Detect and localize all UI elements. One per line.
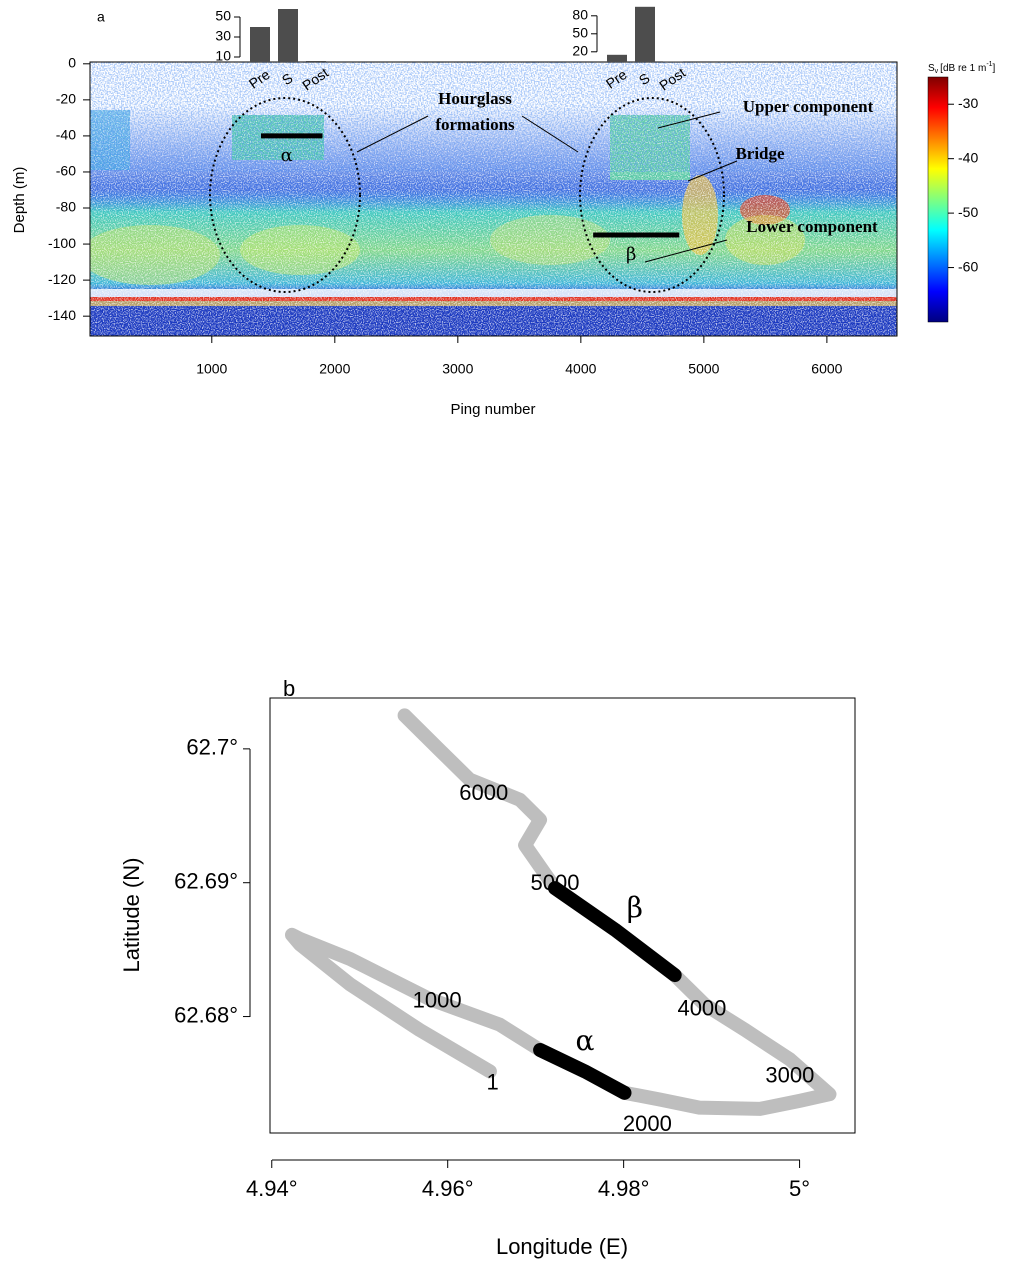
ping-label: 1: [486, 1069, 498, 1094]
colorbar-unit: [dB re 1 m: [940, 63, 986, 74]
bar: [278, 9, 298, 62]
y-tick-label: 10: [215, 48, 231, 64]
colorbar-symbol: S: [928, 63, 935, 74]
y-tick-label: 62.7°: [186, 735, 238, 760]
y-tick-label: 62.69°: [174, 869, 238, 894]
colorbar: [927, 76, 949, 323]
ping-label: 2000: [623, 1111, 672, 1136]
colorbar-sub: v: [935, 68, 939, 75]
y-axis-title: Depth (m): [11, 167, 28, 234]
x-tick-label: 4.96°: [422, 1176, 474, 1201]
annotation: Upper component: [743, 97, 874, 116]
bar: [607, 54, 627, 62]
ping-label: 3000: [765, 1063, 814, 1088]
segment-label: β: [626, 244, 636, 265]
bar: [250, 27, 270, 62]
y-axis-title: Latitude (N): [119, 858, 144, 973]
y-tick-label: 30: [215, 28, 231, 44]
annotation: Bridge: [735, 144, 785, 163]
colorbar-end: ]: [993, 63, 996, 74]
x-tick-label: 1000: [196, 361, 227, 377]
segment-label: α: [575, 1024, 594, 1057]
annotation: Lower component: [746, 217, 878, 236]
track: [533, 1043, 632, 1100]
colorbar-tick-label: -40: [958, 149, 978, 165]
y-tick-label: 50: [572, 25, 588, 41]
plot-frame: [89, 61, 898, 337]
ping-label: 4000: [677, 996, 726, 1021]
bar: [306, 61, 326, 62]
panel-label: b: [283, 676, 295, 701]
colorbar-sup: -1: [986, 61, 992, 68]
track: [285, 708, 837, 1116]
y-tick-label: -60: [56, 163, 76, 179]
x-tick-label: 2000: [319, 361, 350, 377]
ellipse: [209, 97, 361, 293]
y-tick-label: -40: [56, 127, 76, 143]
annotation: formations: [435, 115, 515, 134]
y-tick-label: -20: [56, 91, 76, 107]
ping-label: 1000: [413, 988, 462, 1013]
leader-lines: [356, 111, 738, 263]
colorbar-tick-label: -50: [958, 204, 978, 220]
echogram: [90, 62, 897, 336]
segment-label: β: [627, 891, 643, 924]
track: [548, 881, 682, 983]
annotation: Hourglass: [438, 89, 512, 108]
bar: [635, 6, 655, 63]
x-tick-label: 3000: [442, 361, 473, 377]
y-tick-label: -100: [48, 235, 76, 251]
panel-label: a: [97, 9, 105, 25]
ping-label: 6000: [459, 780, 508, 805]
x-tick-label: 4.94°: [246, 1176, 298, 1201]
colorbar-tick-label: -30: [958, 95, 978, 111]
x-tick-label: 4000: [565, 361, 596, 377]
y-tick-label: 20: [572, 43, 588, 59]
ping-label: 5000: [531, 870, 580, 895]
y-tick-label: 62.68°: [174, 1002, 238, 1027]
x-tick-label: 5000: [688, 361, 719, 377]
y-tick-label: -120: [48, 271, 76, 287]
x-tick-label: 4.98°: [598, 1176, 650, 1201]
y-tick-label: -140: [48, 307, 76, 323]
colorbar-title: Sv [dB re 1 m-1]: [928, 61, 996, 75]
colorbar-tick-label: -60: [958, 258, 978, 274]
segment-label: α: [281, 145, 293, 166]
x-tick-label: 5°: [789, 1176, 810, 1201]
y-tick-label: 50: [215, 8, 231, 24]
plot-frame: [269, 697, 856, 1134]
ellipse: [579, 97, 725, 293]
y-tick-label: 0: [68, 55, 76, 71]
y-tick-label: -80: [56, 199, 76, 215]
x-axis-title: Longitude (E): [496, 1234, 628, 1259]
x-axis-title: Ping number: [450, 401, 535, 418]
bar: [663, 61, 683, 62]
x-tick-label: 6000: [811, 361, 842, 377]
y-tick-label: 80: [572, 7, 588, 23]
